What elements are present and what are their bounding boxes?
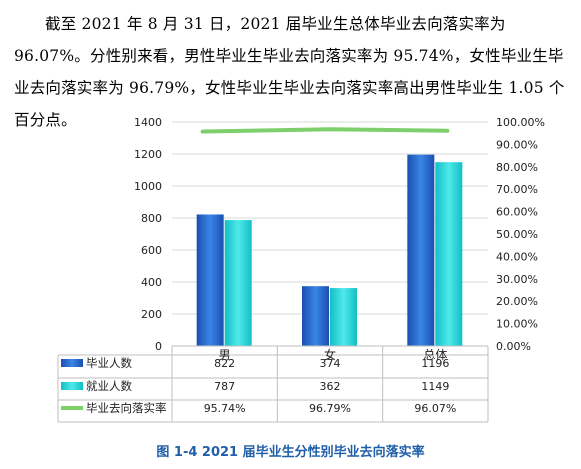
right-tick-label: 80.00% [496, 161, 538, 174]
data-label: 1149 [421, 380, 449, 393]
legend-key-1 [61, 382, 83, 390]
category-label: 男 [219, 348, 231, 362]
left-tick-label: 400 [141, 276, 162, 289]
data-label: 822 [214, 357, 235, 370]
data-label: 374 [320, 357, 341, 370]
right-tick-label: 10.00% [496, 318, 538, 331]
left-tick-label: 0 [155, 340, 162, 353]
bar-marks [196, 154, 463, 346]
right-tick-label: 90.00% [496, 138, 538, 151]
chart: 0 200 400 600 800 1000 1200 1400 0.00% 10.00% 20.… [57, 116, 545, 423]
right-tick-label: 60.00% [496, 206, 538, 219]
left-tick-label: 1400 [134, 116, 162, 129]
right-axis-ticks: 0.00% 10.00% 20.00% 30.00% 40.00% 50.00% 60.00… [496, 116, 545, 353]
summary-paragraph: 截至 2021 年 8 月 31 日，2021 届毕业生总体毕业去向落实率为 9… [14, 15, 565, 129]
category-label: 总体 [423, 348, 447, 362]
left-tick-label: 200 [141, 308, 162, 321]
right-tick-label: 20.00% [496, 295, 538, 308]
series-name: 毕业去向落实率 [86, 401, 167, 415]
left-tick-label: 1200 [134, 148, 162, 161]
series-name: 就业人数 [86, 379, 132, 393]
bar-graduates [407, 154, 435, 346]
right-tick-label: 70.00% [496, 183, 538, 196]
bar-employed [435, 162, 463, 346]
series-name: 毕业人数 [86, 356, 132, 370]
right-tick-label: 0.00% [496, 340, 531, 353]
bar-employed [330, 288, 357, 346]
right-tick-label: 30.00% [496, 273, 538, 286]
left-tick-label: 600 [141, 244, 162, 257]
left-axis-ticks: 0 200 400 600 800 1000 1200 1400 [134, 116, 162, 353]
rate-line-path [200, 127, 450, 134]
right-tick-label: 100.00% [496, 116, 545, 129]
left-tick-label: 1000 [134, 180, 162, 193]
right-tick-label: 40.00% [496, 250, 538, 263]
category-label: 女 [324, 347, 336, 362]
data-label: 787 [214, 380, 235, 393]
bar-graduates [302, 286, 329, 346]
data-label: 362 [320, 380, 341, 393]
figure-caption: 图 1-4 2021 届毕业生分性别毕业去向落实率 [156, 445, 425, 460]
bar-employed [224, 220, 252, 346]
data-label: 96.79% [309, 402, 351, 415]
data-label: 95.74% [204, 402, 246, 415]
rate-line [200, 127, 450, 134]
left-tick-label: 800 [141, 212, 162, 225]
data-label: 1196 [421, 357, 449, 370]
data-label: 96.07% [414, 402, 456, 415]
legend-key-0 [61, 359, 83, 367]
bar-graduates [196, 214, 224, 346]
right-tick-label: 50.00% [496, 228, 538, 241]
